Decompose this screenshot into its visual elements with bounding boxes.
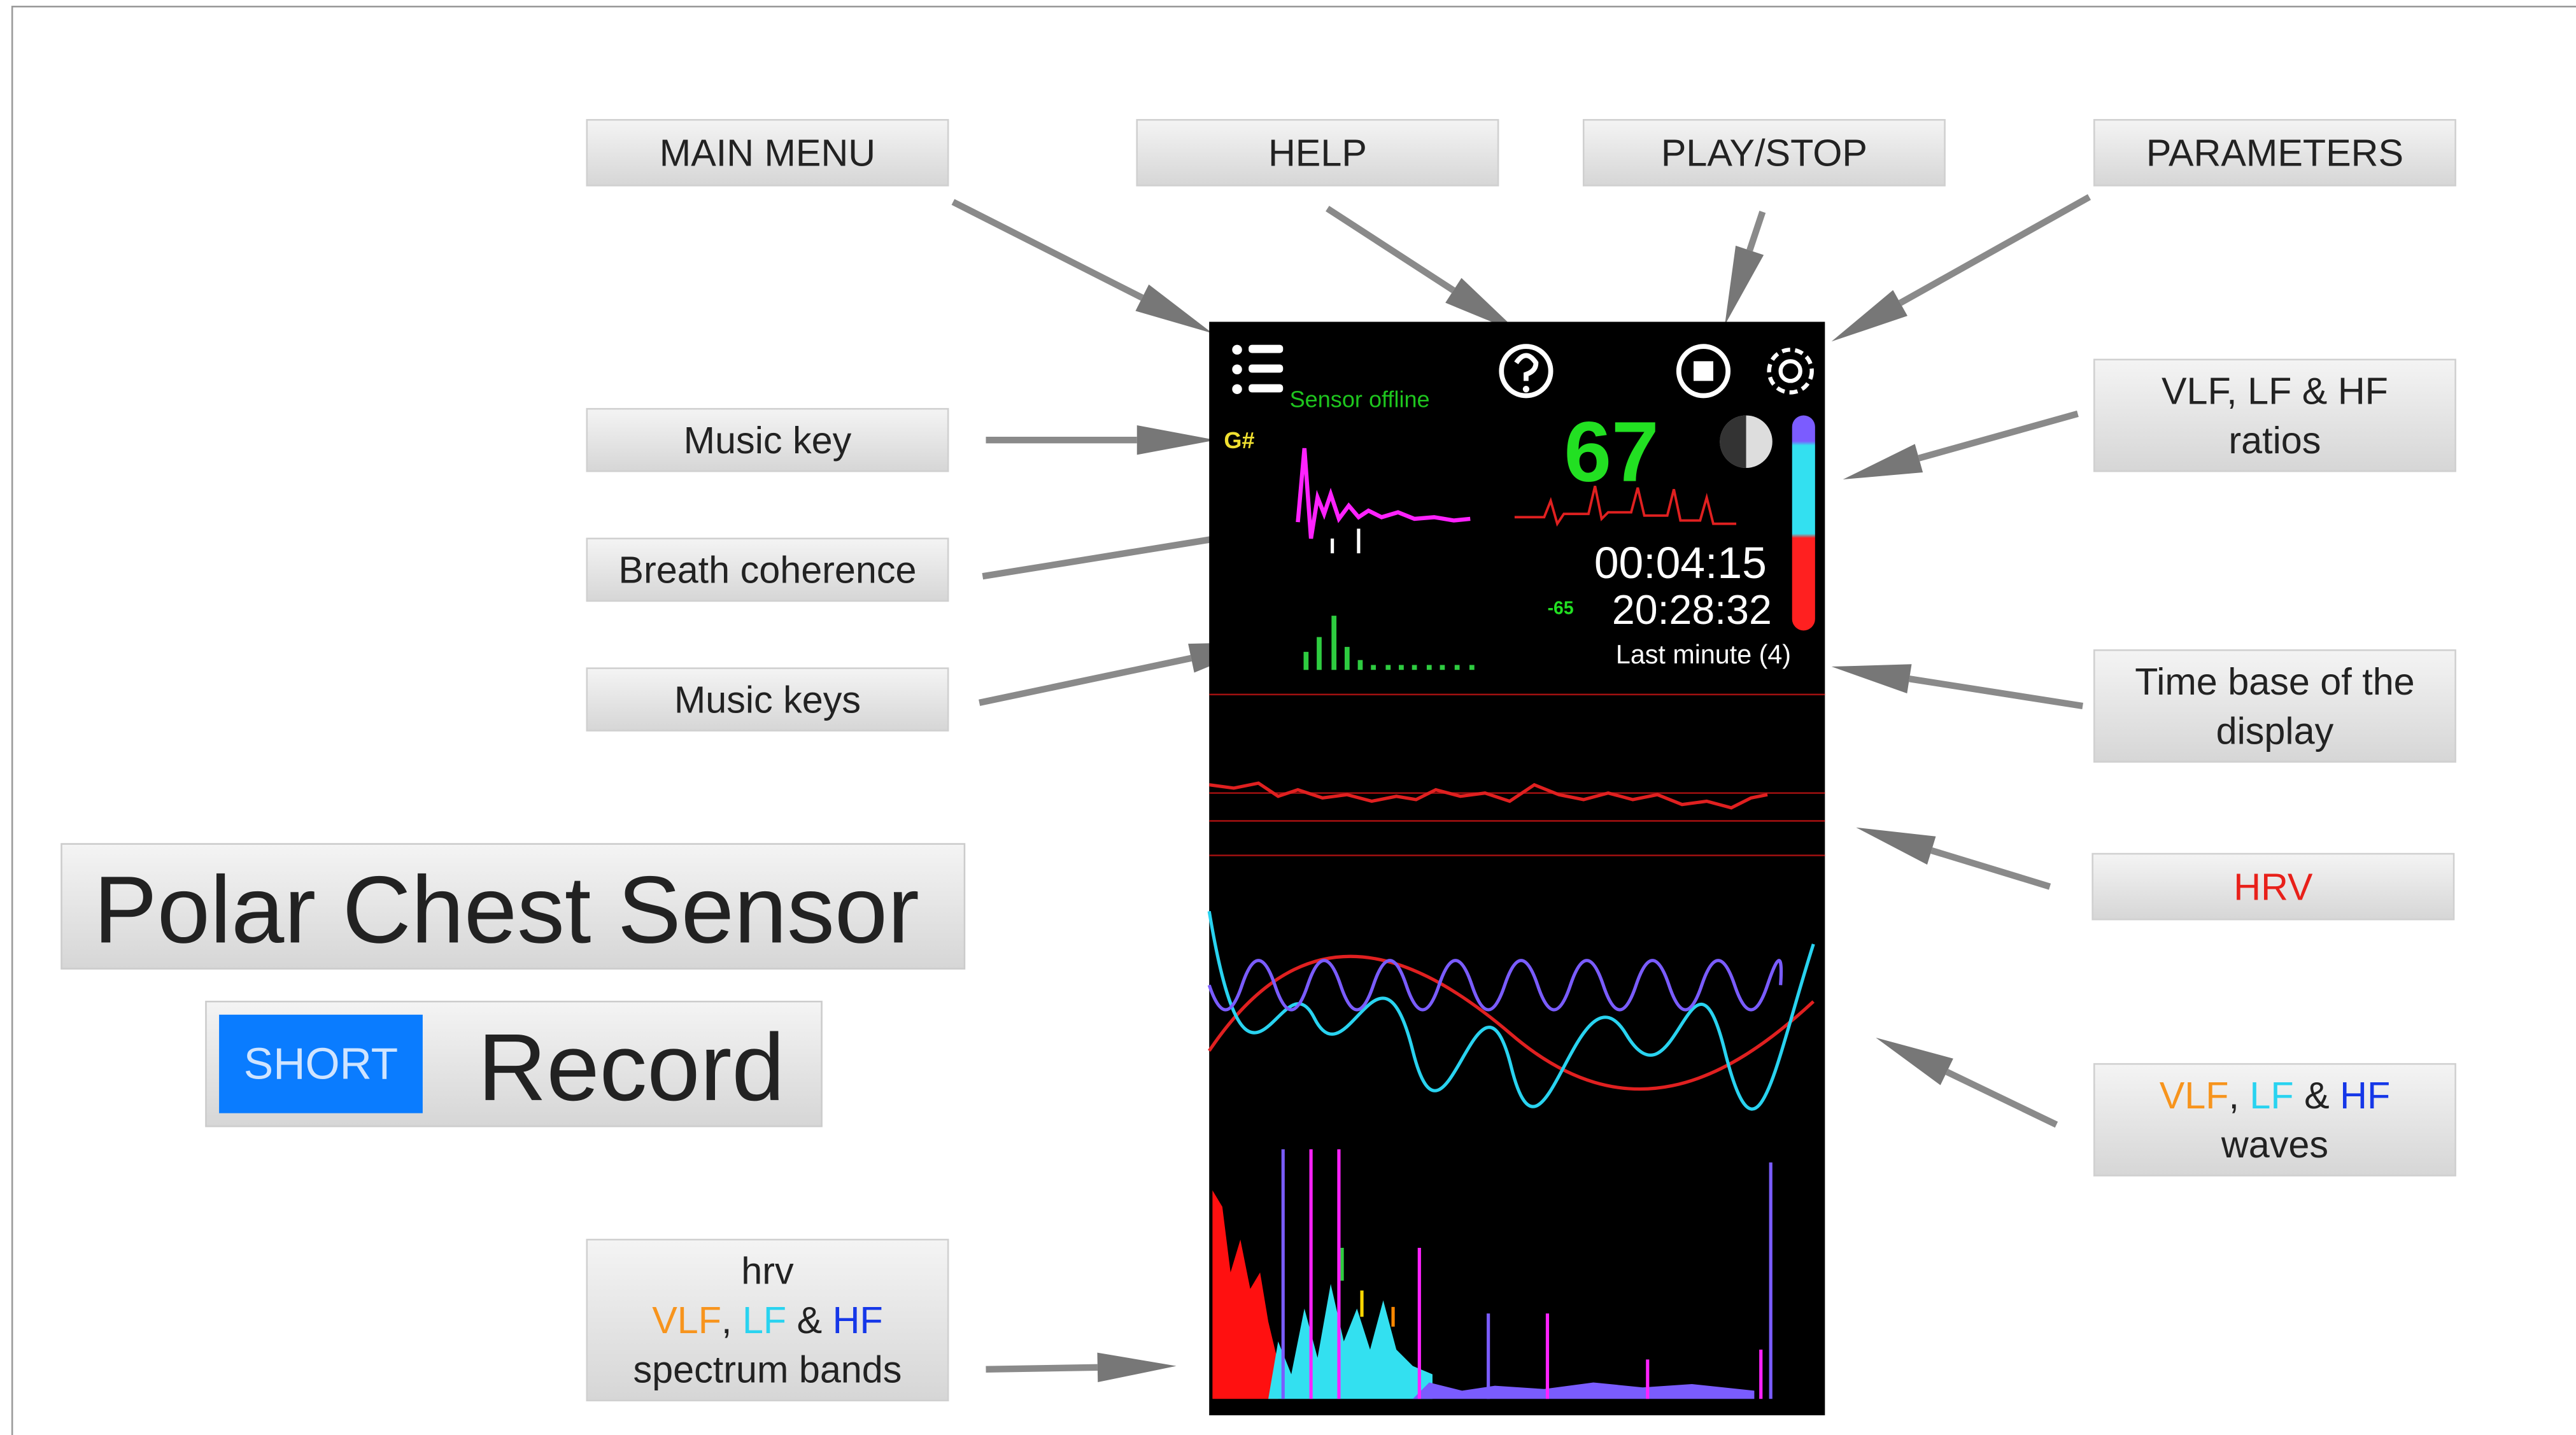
callout-label: VLF, LF & HF: [2160, 1074, 2390, 1117]
label-part: HRV: [2233, 865, 2313, 908]
time-base: Last minute (4): [1616, 640, 1791, 669]
sensor-status: Sensor offline: [1290, 386, 1430, 413]
badge: SHORT: [244, 1038, 398, 1088]
arrow-shaft: [1947, 1072, 2056, 1125]
arrow-shaft: [1900, 197, 2090, 302]
callout-label: HRV: [2233, 865, 2313, 908]
arrow-head: [1137, 425, 1216, 455]
arrow-head: [1832, 664, 1912, 693]
label-part: ,: [721, 1299, 742, 1341]
label-part: LF: [2249, 1074, 2293, 1117]
label-part: &: [2294, 1074, 2340, 1117]
callout-label: waves: [2221, 1123, 2328, 1166]
ratio-bar: [1792, 415, 1815, 630]
arrow-head: [1097, 1353, 1176, 1382]
label-part: VLF: [2160, 1074, 2229, 1117]
callout-label: VLF, LF & HF: [2162, 369, 2388, 412]
arrow-head: [1135, 285, 1212, 334]
heart-rate: 67: [1564, 405, 1659, 500]
arrow-shaft: [1750, 212, 1762, 251]
label-part: HF: [833, 1299, 883, 1341]
callout-label: Breath coherence: [618, 549, 916, 591]
callout-label: HELP: [1268, 131, 1367, 174]
menu-icon[interactable]: [1232, 345, 1283, 394]
callout-label: PLAY/STOP: [1661, 131, 1867, 174]
label-part: VLF: [652, 1299, 721, 1341]
label-part: ,: [2228, 1074, 2249, 1117]
arrow-shaft: [1909, 679, 2083, 706]
callout-label: spectrum bands: [633, 1348, 902, 1390]
arrow-head: [1843, 444, 1923, 479]
arrow-shaft: [979, 658, 1191, 703]
callout-label: Music key: [684, 419, 852, 462]
arrow-shaft: [986, 1368, 1097, 1369]
phone-screen: Sensor offline G# 67 00:04:15 -65 20:28:…: [1209, 322, 1825, 1415]
arrow-head: [1725, 246, 1764, 325]
clock: 20:28:32: [1612, 587, 1772, 633]
arrow-head: [1856, 828, 1936, 865]
timer: 00:04:15: [1594, 538, 1767, 588]
arrow-shaft: [1919, 414, 2078, 458]
arrow-shaft: [1327, 209, 1454, 291]
callout-label: Time base of the: [2135, 660, 2414, 703]
callout-label: VLF, LF & HF: [652, 1299, 882, 1341]
music-key: G#: [1224, 427, 1254, 453]
arrow-shaft: [953, 202, 1142, 297]
arrow-shaft: [1932, 851, 2050, 887]
label-part: HF: [2340, 1074, 2390, 1117]
label-part: &: [786, 1299, 833, 1341]
arrow-head: [1832, 290, 1907, 342]
level: -65: [1548, 598, 1574, 619]
record-label: Record: [478, 1014, 784, 1120]
label-part: LF: [742, 1299, 786, 1341]
callout-label: PARAMETERS: [2146, 131, 2403, 174]
arrow-head: [1876, 1038, 1953, 1085]
callout-label: display: [2216, 709, 2334, 752]
arrow-shaft: [982, 538, 1220, 576]
slide: MAIN MENU HELP PLAY/STOP PARAMETERS Music ke…: [0, 0, 2576, 1435]
callout-label: Music keys: [674, 678, 861, 721]
callout-label: ratios: [2228, 419, 2321, 462]
callout-label: MAIN MENU: [660, 131, 875, 174]
callout-label: hrv: [741, 1250, 794, 1292]
title: Polar Chest Sensor: [94, 856, 919, 963]
